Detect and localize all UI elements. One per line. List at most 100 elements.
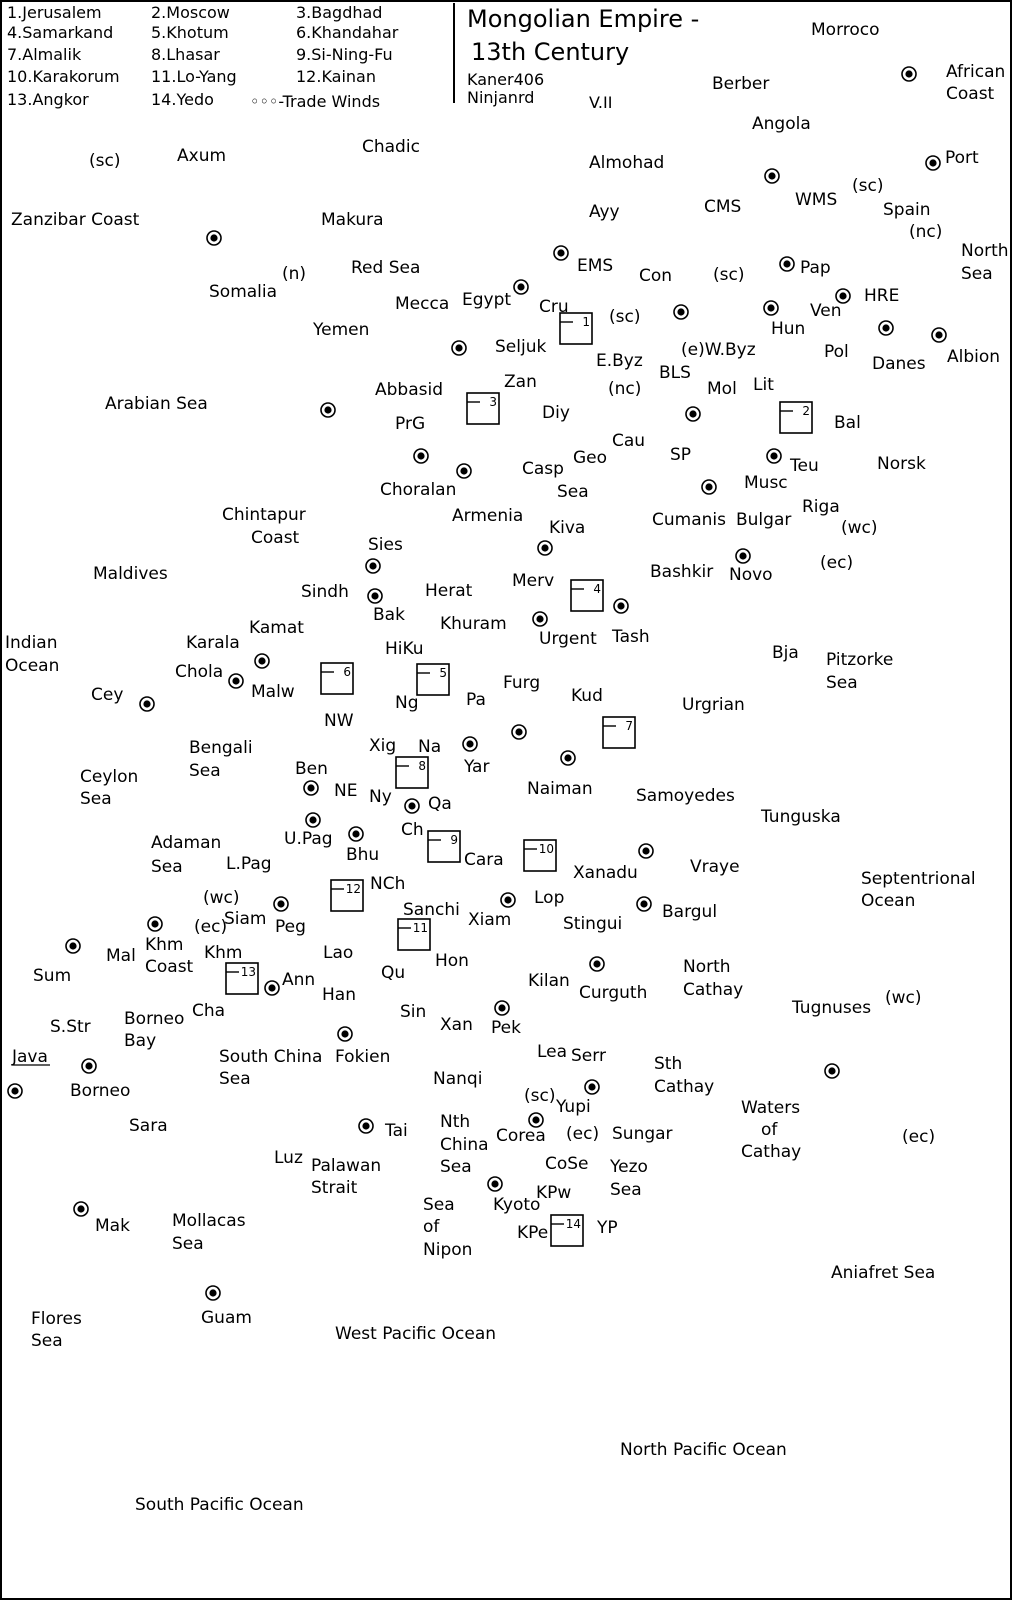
province-label: Cathay (654, 1077, 714, 1097)
province-label: Choralan (380, 480, 456, 500)
province-label: PrG (395, 414, 425, 434)
province-label: (wc) (885, 988, 922, 1008)
province-label: (wc) (203, 888, 240, 908)
capital-box-number: 7 (625, 719, 633, 733)
province-label: Coast (251, 528, 300, 548)
supply-center-icon (404, 798, 420, 814)
supply-center-icon (763, 300, 779, 316)
province-label: (nc) (608, 379, 641, 399)
legend-entry: 12.Kainan (296, 67, 376, 86)
province-label: S.Str (50, 1017, 91, 1037)
province-label: Yupi (555, 1097, 591, 1117)
province-label: Ayy (589, 202, 620, 222)
province-label: Ocean (861, 891, 915, 911)
province-label: Coast (946, 84, 995, 104)
province-label: Corea (496, 1126, 546, 1146)
province-label: Port (945, 148, 979, 168)
province-label: Axum (177, 146, 226, 166)
capital-box-number: 10 (539, 842, 554, 856)
province-label: Zanzibar Coast (11, 210, 140, 230)
legend-entry: 11.Lo-Yang (151, 67, 237, 86)
capital-box: 13 (225, 962, 259, 995)
province-label: (sc) (524, 1086, 555, 1106)
province-label: Pol (824, 342, 849, 362)
province-label: Strait (311, 1178, 358, 1198)
province-label: Yar (463, 757, 489, 777)
capital-box: 2 (779, 401, 813, 434)
province-label: Cey (91, 685, 123, 705)
province-label: Naiman (527, 779, 593, 799)
province-label: Red Sea (351, 258, 420, 278)
supply-center-icon (779, 256, 795, 272)
province-label: Geo (573, 448, 607, 468)
province-label: Septentrional (861, 869, 976, 889)
province-label: Egypt (462, 290, 511, 310)
province-label: Con (639, 266, 672, 286)
province-label: Cru (539, 297, 569, 317)
supply-center-icon (584, 1079, 600, 1095)
province-label: Tunguska (760, 807, 841, 827)
legend-entry: 8.Lhasar (151, 45, 220, 64)
supply-center-icon (81, 1058, 97, 1074)
province-label: Maldives (93, 564, 168, 584)
province-label: Coast (145, 957, 194, 977)
province-label: Mak (95, 1216, 130, 1236)
supply-center-icon (589, 956, 605, 972)
province-label: (nc) (909, 222, 942, 242)
province-label: NW (324, 711, 354, 731)
legend-entry: 4.Samarkand (7, 23, 113, 42)
title-line-2: 13th Century (471, 38, 629, 66)
province-label: Luz (274, 1148, 303, 1168)
province-label: Kiva (549, 518, 585, 538)
supply-center-icon (65, 938, 81, 954)
province-label: Pek (491, 1018, 521, 1038)
province-label: Casp (522, 459, 564, 479)
province-label: Na (418, 737, 441, 757)
province-label: Sea (219, 1069, 251, 1089)
province-label: Kyoto (493, 1195, 540, 1215)
legend-entry: 6.Khandahar (296, 23, 399, 42)
supply-center-icon (320, 402, 336, 418)
capital-box-number: 4 (593, 582, 601, 596)
legend-trade-winds: ◦◦◦-Trade Winds (250, 92, 380, 111)
province-label: Lit (753, 375, 774, 395)
supply-center-icon (348, 826, 364, 842)
province-label: NCh (370, 874, 405, 894)
supply-center-icon (636, 896, 652, 912)
province-label: Sanchi (403, 900, 460, 920)
province-label: Cau (612, 431, 645, 451)
supply-center-icon (701, 479, 717, 495)
supply-center-icon (273, 896, 289, 912)
supply-center-icon (254, 653, 270, 669)
province-label: Sindh (301, 582, 349, 602)
province-label: Serr (571, 1046, 606, 1066)
capital-box: 8 (395, 756, 429, 789)
supply-center-icon (451, 340, 467, 356)
province-label: Xig (369, 736, 396, 756)
supply-center-icon (537, 540, 553, 556)
province-label: WMS (795, 190, 837, 210)
province-label: Yemen (312, 320, 369, 340)
province-label: Bulgar (736, 510, 791, 530)
supply-centers (7, 66, 947, 1301)
province-label: Kud (571, 686, 603, 706)
supply-center-icon (147, 916, 163, 932)
province-label: Sum (33, 966, 71, 986)
province-label: CoSe (545, 1154, 589, 1174)
author-2: Ninjanrd (467, 88, 534, 107)
supply-center-icon (835, 288, 851, 304)
supply-center-icon (413, 448, 429, 464)
province-label: Albion (947, 347, 1000, 367)
province-label: Mollacas (172, 1211, 246, 1231)
province-label: (ec) (820, 553, 853, 573)
province-label: Danes (872, 354, 926, 374)
province-label: Borneo (70, 1081, 130, 1101)
province-label: Ceylon (80, 767, 138, 787)
supply-center-icon (367, 588, 383, 604)
province-label: Lea (537, 1042, 567, 1062)
province-label: Tash (611, 627, 650, 647)
province-label: African (946, 62, 1005, 82)
province-label: Zan (504, 372, 537, 392)
province-label: Kilan (528, 971, 570, 991)
province-label: EMS (577, 256, 613, 276)
